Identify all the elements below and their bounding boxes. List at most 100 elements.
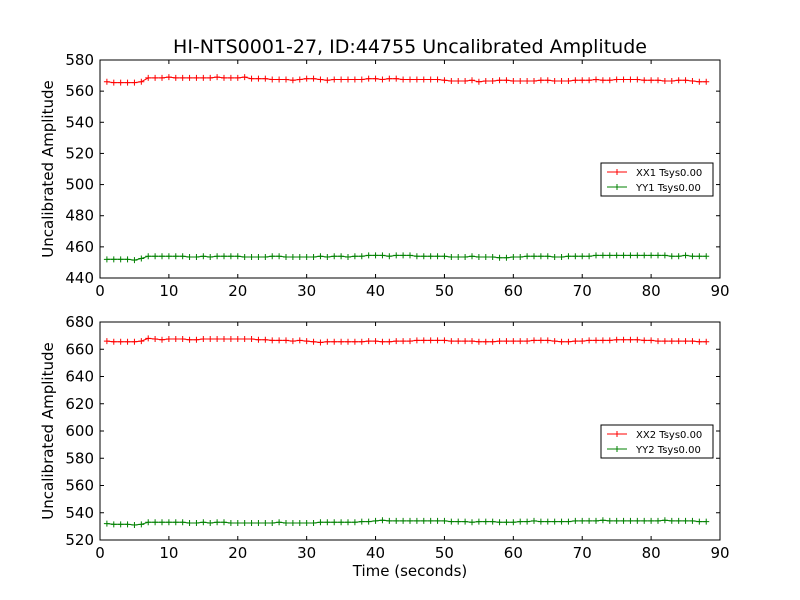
data-point-marker <box>427 76 434 83</box>
data-point-marker <box>627 76 634 83</box>
data-point-marker <box>358 338 365 345</box>
data-point-marker <box>613 336 620 343</box>
data-point-marker <box>655 338 661 345</box>
data-point-marker <box>524 338 531 345</box>
data-point-marker <box>152 336 159 343</box>
data-point-marker <box>648 77 655 84</box>
data-point-marker <box>537 337 544 344</box>
data-point-marker <box>338 519 345 526</box>
data-point-marker <box>179 336 186 343</box>
data-point-marker <box>365 252 372 259</box>
data-point-marker <box>283 253 289 260</box>
data-point-marker <box>648 252 655 259</box>
data-point-marker <box>241 336 248 343</box>
data-point-marker <box>193 336 200 343</box>
data-point-marker <box>524 253 531 260</box>
data-point-marker <box>558 78 565 85</box>
data-point-marker <box>207 74 214 81</box>
data-point-marker <box>345 76 351 83</box>
x-tick-label: 80 <box>642 282 661 300</box>
data-point-marker <box>110 521 117 528</box>
data-point-marker <box>599 337 606 344</box>
data-point-marker <box>331 253 338 260</box>
data-point-marker <box>310 338 317 345</box>
data-point-marker <box>241 253 248 260</box>
data-point-marker <box>324 77 331 84</box>
data-point-marker <box>648 337 655 344</box>
data-point-marker <box>407 76 413 83</box>
y-tick-label: 580 <box>65 51 94 69</box>
data-point-marker <box>186 253 193 260</box>
y-axis-label: Uncalibrated Amplitude <box>39 80 57 257</box>
x-tick-label: 30 <box>297 544 316 562</box>
data-point-marker <box>200 74 207 81</box>
data-point-marker <box>303 338 310 345</box>
data-point-marker <box>427 517 434 524</box>
data-point-marker <box>593 76 599 83</box>
data-point-marker <box>172 336 179 343</box>
data-point-marker <box>696 338 703 345</box>
data-point-marker <box>117 256 124 263</box>
data-point-marker <box>703 518 710 525</box>
data-point-marker <box>214 519 221 526</box>
data-point-marker <box>351 253 358 260</box>
data-point-marker <box>448 253 455 260</box>
data-point-marker <box>441 77 448 84</box>
data-point-marker <box>131 257 138 264</box>
data-point-marker <box>572 253 579 260</box>
data-point-marker <box>558 253 565 260</box>
data-point-marker <box>593 337 599 344</box>
data-point-marker <box>372 338 379 345</box>
data-point-marker <box>551 78 558 85</box>
data-point-marker <box>234 519 241 526</box>
y-tick-label: 660 <box>65 340 94 358</box>
data-point-marker <box>441 517 448 524</box>
data-point-marker <box>572 77 579 84</box>
data-point-marker <box>703 253 710 260</box>
data-point-marker <box>668 338 675 345</box>
data-point-marker <box>310 75 317 82</box>
data-point-marker <box>393 75 400 82</box>
x-axis-label: Time (seconds) <box>352 562 468 580</box>
data-point-marker <box>165 519 172 526</box>
legend-label-yy: YY2 Tsys0.00 <box>635 445 701 456</box>
x-tick-label: 90 <box>710 282 729 300</box>
data-point-marker <box>455 253 462 260</box>
data-point-marker <box>682 517 689 524</box>
y-tick-label: 580 <box>65 449 94 467</box>
legend-marker <box>614 431 620 437</box>
x-tick-label: 10 <box>159 544 178 562</box>
data-point-marker <box>221 253 227 260</box>
data-point-marker <box>276 337 283 344</box>
data-point-marker <box>420 337 427 344</box>
data-point-marker <box>427 253 434 260</box>
data-point-marker <box>544 337 551 344</box>
data-point-marker <box>365 518 372 525</box>
data-point-marker <box>172 253 179 260</box>
data-point-marker <box>110 338 117 345</box>
data-point-marker <box>179 74 186 81</box>
data-point-marker <box>668 78 675 85</box>
data-point-marker <box>386 338 393 345</box>
x-tick-label: 0 <box>95 282 105 300</box>
data-point-marker <box>269 519 276 526</box>
data-point-marker <box>386 517 393 524</box>
data-point-marker <box>524 78 531 85</box>
data-point-marker <box>627 252 634 259</box>
data-point-marker <box>586 253 593 260</box>
data-point-marker <box>124 256 131 263</box>
data-point-marker <box>372 517 379 524</box>
series-line-xx <box>106 337 707 343</box>
data-point-marker <box>482 518 489 525</box>
data-point-marker <box>283 337 289 344</box>
legend-box <box>600 424 714 459</box>
data-point-marker <box>696 78 703 85</box>
y-tick-label: 540 <box>65 504 94 522</box>
series-line-yy <box>106 519 707 526</box>
data-point-marker <box>510 519 517 526</box>
data-point-marker <box>255 336 262 343</box>
data-point-marker <box>145 74 152 81</box>
data-point-marker <box>524 518 531 525</box>
data-point-marker <box>551 518 558 525</box>
x-tick-label: 30 <box>297 282 316 300</box>
